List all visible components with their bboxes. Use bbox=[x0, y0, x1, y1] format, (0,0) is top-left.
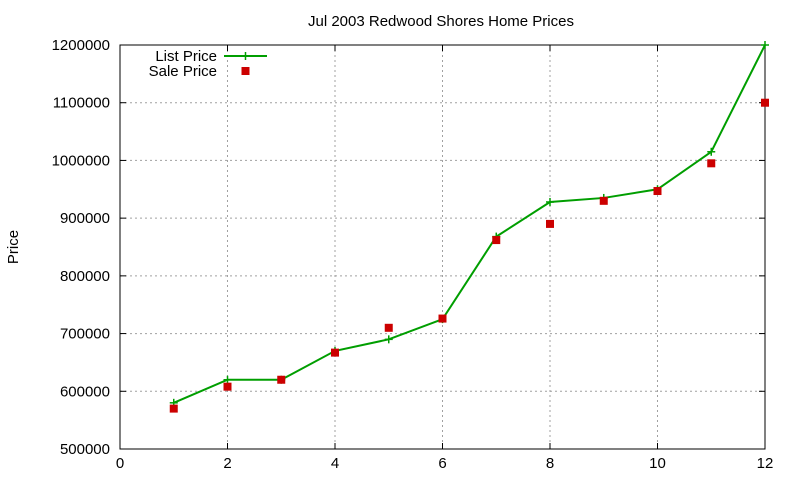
data-point-square bbox=[277, 375, 286, 384]
y-tick-label: 800000 bbox=[60, 268, 110, 285]
data-point-cross bbox=[546, 197, 554, 206]
y-tick-label: 700000 bbox=[60, 326, 110, 343]
y-tick-label: 1200000 bbox=[52, 37, 110, 54]
data-point-cross bbox=[761, 41, 769, 49]
data-point-square bbox=[438, 314, 447, 323]
data-point-square bbox=[546, 219, 554, 228]
legend-entry: List Price bbox=[155, 48, 267, 65]
legend-label: Sale Price bbox=[149, 63, 217, 80]
y-axis-label: Price bbox=[5, 230, 22, 264]
x-tick-label: 8 bbox=[546, 455, 554, 472]
series-1 bbox=[169, 98, 769, 413]
data-point-square bbox=[331, 348, 339, 357]
x-tick-label: 6 bbox=[438, 455, 446, 472]
series-0 bbox=[169, 41, 769, 407]
axis-ticks: 0 2 4 6 8 10 12 500000 600000 700000 800000 900000 1… bbox=[52, 37, 774, 472]
legend-marker bbox=[241, 52, 250, 60]
data-point-cross bbox=[223, 375, 232, 384]
x-tick-label: 0 bbox=[116, 455, 124, 472]
y-tick-label: 600000 bbox=[60, 383, 110, 400]
data-point-square bbox=[169, 404, 178, 413]
data-point-square bbox=[707, 159, 716, 168]
y-tick-label: 500000 bbox=[60, 441, 110, 458]
series bbox=[169, 41, 769, 413]
data-point-square bbox=[761, 98, 769, 107]
data-point-square bbox=[653, 187, 662, 196]
y-tick-label: 1100000 bbox=[53, 95, 110, 112]
legend-marker bbox=[241, 67, 250, 75]
data-point-square bbox=[223, 382, 232, 391]
data-point-square bbox=[384, 323, 393, 332]
y-tick-label: 1000000 bbox=[52, 152, 110, 169]
series-line bbox=[173, 44, 766, 404]
data-point-square bbox=[599, 196, 608, 205]
legend-entry: Sale Price bbox=[149, 63, 250, 80]
data-point-cross bbox=[384, 335, 393, 344]
x-tick-label: 10 bbox=[649, 455, 666, 472]
y-tick-label: 900000 bbox=[60, 210, 110, 227]
chart-title: Jul 2003 Redwood Shores Home Prices bbox=[308, 13, 574, 30]
x-tick-label: 4 bbox=[331, 455, 339, 472]
data-point-square bbox=[492, 236, 501, 245]
x-tick-label: 2 bbox=[223, 455, 231, 472]
grid bbox=[120, 45, 765, 449]
x-tick-label: 12 bbox=[757, 455, 774, 472]
data-point-cross bbox=[707, 147, 716, 156]
legend-label: List Price bbox=[155, 48, 217, 65]
